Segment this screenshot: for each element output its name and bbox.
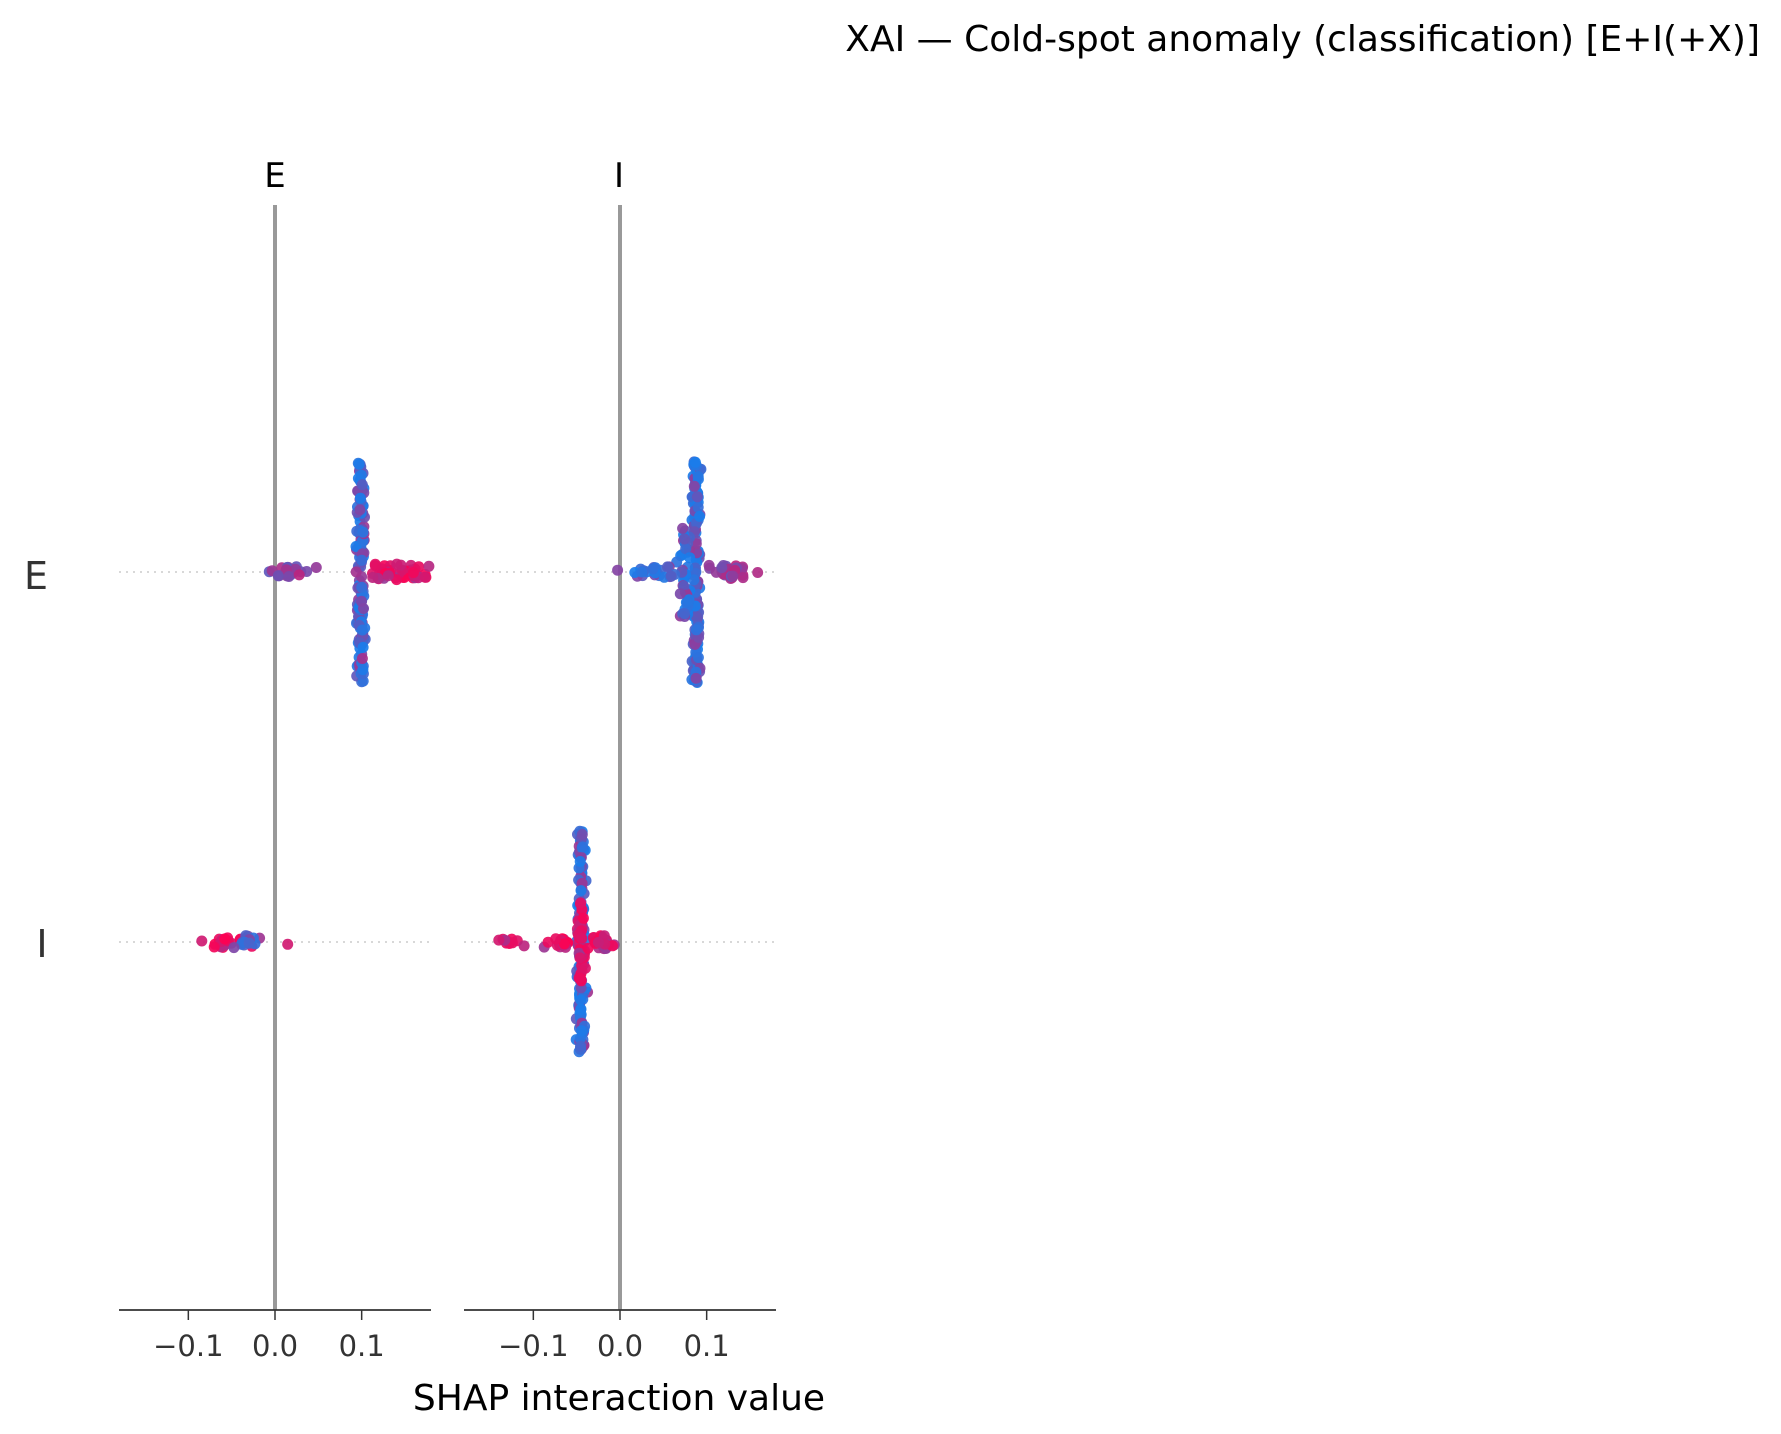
data-point [678,533,690,545]
data-point [423,560,435,572]
data-point [684,552,696,564]
data-point [577,912,589,924]
data-point [282,938,294,950]
data-point [518,940,530,952]
panels-layer: −0.1 0.0 0.1 −0.1 0.0 0.1 [119,205,776,1363]
data-point [369,558,381,570]
data-point [574,856,586,867]
data-point [692,471,704,483]
data-point [419,571,431,583]
data-point [575,1004,587,1016]
data-point [647,563,659,575]
row-label-i: I [36,922,47,966]
data-point [752,567,764,578]
x-tick-label: 0.1 [684,1329,730,1363]
data-point [677,522,689,534]
x-axis-label: SHAP interaction value [413,1378,825,1419]
data-point [575,994,587,1006]
data-point [575,897,587,909]
data-point [703,559,715,571]
data-point [283,571,295,582]
data-point [356,581,368,593]
x-tick-label: 0.0 [597,1329,643,1363]
data-point [272,570,284,582]
data-point [228,942,240,954]
data-point [353,458,365,470]
data-point [694,510,706,522]
chart-title: XAI — Cold-spot anomaly (classification)… [845,19,1760,60]
data-point [356,554,368,566]
column-title-i: I [614,156,624,196]
data-point [574,972,586,984]
data-point [636,566,648,578]
data-point [689,456,701,468]
data-point [576,1025,587,1037]
data-point [575,1040,586,1052]
data-point [688,480,700,492]
x-tick-label: 0.0 [252,1329,298,1363]
x-tick-label: 0.1 [339,1329,385,1363]
data-point [680,543,692,555]
data-point [679,608,690,619]
data-point [367,572,379,583]
data-point [358,603,369,614]
data-point [665,570,677,582]
data-point [196,935,208,947]
data-point [208,941,220,953]
data-point [243,937,255,949]
data-point [493,934,505,946]
data-point [592,936,604,948]
data-point [382,570,394,582]
data-point [354,504,366,516]
data-point [582,942,594,954]
data-point [356,479,368,491]
data-point [612,564,624,576]
data-point [683,596,694,608]
data-point [674,588,686,600]
panel-i: −0.1 0.0 0.1 [464,205,776,1363]
data-point [576,932,588,944]
data-point [577,841,588,853]
data-point [662,561,673,573]
data-point [716,562,728,574]
data-point [310,562,322,573]
data-point [692,652,704,663]
data-point [357,641,369,653]
column-title-e: E [264,156,285,196]
data-point [293,569,305,581]
data-point [691,491,703,503]
x-tick-label: −0.1 [153,1329,223,1363]
data-point [356,624,368,636]
data-point [558,938,570,950]
data-point [574,952,586,964]
x-tick-label: −0.1 [498,1329,568,1363]
data-point [407,567,419,579]
data-point [692,501,704,513]
data-point [356,653,368,664]
data-point [737,572,749,584]
data-point [690,624,702,636]
row-label-e: E [24,554,48,598]
data-point [219,933,231,945]
data-point [355,469,367,481]
data-point [575,885,587,897]
data-point [727,570,739,582]
data-point [690,672,702,684]
data-point [690,611,702,622]
data-point [357,526,369,538]
data-point [550,933,562,945]
data-point [350,566,362,578]
data-point [354,492,366,504]
data-point [576,829,588,840]
panel-e: −0.1 0.0 0.1 [119,205,435,1363]
data-point [391,558,403,570]
data-point [688,574,700,586]
